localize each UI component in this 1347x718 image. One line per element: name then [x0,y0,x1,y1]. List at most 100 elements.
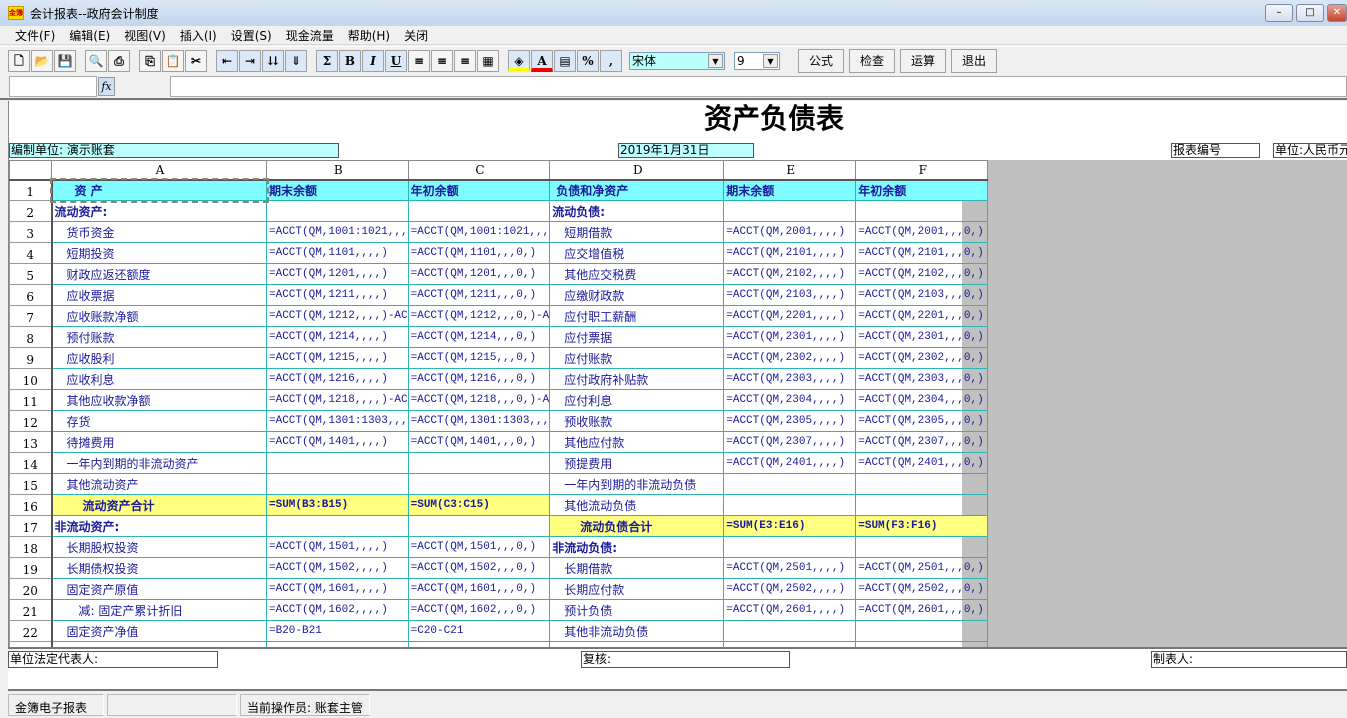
cell-C5[interactable]: =ACCT(QM,1201,,,0,) [407,263,551,285]
print-preview-icon[interactable]: 🔍 [85,49,107,72]
cell-C2[interactable] [407,200,551,222]
cell-D3[interactable]: 短期借款 [549,221,725,243]
cell-A19[interactable]: 长期债权投资 [51,557,267,579]
cell-C10[interactable]: =ACCT(QM,1216,,,0,) [407,368,551,390]
cell-A22[interactable]: 固定资产净值 [51,620,267,642]
cell-E14[interactable]: =ACCT(QM,2401,,,,) [723,452,857,474]
row-header[interactable]: 7 [9,305,53,327]
cell-F2[interactable] [855,200,989,222]
cell-D17[interactable]: 流动负债合计 [549,515,725,537]
excel-icon[interactable]: ▦ [477,49,499,72]
cell-A10[interactable]: 应收利息 [51,368,267,390]
cell-D21[interactable]: 预计负债 [549,599,725,621]
check-button[interactable]: 检查 [849,48,896,73]
row-header[interactable]: 20 [9,578,53,600]
cell-C7[interactable]: =ACCT(QM,1212,,,0,)-A [407,305,551,327]
row-header[interactable]: 8 [9,326,53,348]
cell-F14[interactable]: =ACCT(QM,2401,,,0,) [855,452,989,474]
unit-org-field[interactable]: 编制单位: 演示账套 [9,143,339,158]
cell-B20[interactable]: =ACCT(QM,1601,,,,) [266,578,409,600]
row-header[interactable]: 3 [9,221,53,243]
currency-field[interactable]: 单位:人民币元 [1273,143,1347,158]
date-field[interactable]: 2019年1月31日 [618,143,754,158]
formula-button[interactable]: 公式 [798,48,845,73]
cell-F21[interactable]: =ACCT(QM,2601,,,0,) [855,599,989,621]
cell-B12[interactable]: =ACCT(QM,1301:1303,,, [266,410,409,432]
underline-icon[interactable]: U [385,49,407,72]
cell-E11[interactable]: =ACCT(QM,2304,,,,) [723,389,857,411]
cell-B1[interactable]: 期末余额 [266,179,409,201]
cell[interactable] [51,641,267,647]
row-header[interactable]: 14 [9,452,53,474]
row-header[interactable]: 10 [9,368,53,390]
cell-B11[interactable]: =ACCT(QM,1218,,,,)-AC [266,389,409,411]
cell-C15[interactable] [407,473,551,495]
cell-E8[interactable]: =ACCT(QM,2301,,,,) [723,326,857,348]
cell-C4[interactable]: =ACCT(QM,1101,,,0,) [407,242,551,264]
cell-A6[interactable]: 应收票据 [51,284,267,306]
copy-icon[interactable]: ⎘ [139,49,161,72]
row-header[interactable]: 15 [9,473,53,495]
cell-C22[interactable]: =C20-C21 [407,620,551,642]
cell-C11[interactable]: =ACCT(QM,1218,,,0,)-A [407,389,551,411]
row-header[interactable]: 6 [9,284,53,306]
cell-F13[interactable]: =ACCT(QM,2307,,,0,) [855,431,989,453]
insert-col-icon[interactable]: ⇊ [262,49,284,72]
cell-F7[interactable]: =ACCT(QM,2201,,,0,) [855,305,989,327]
row-header[interactable]: 4 [9,242,53,264]
cell-A14[interactable]: 一年内到期的非流动资产 [51,452,267,474]
cell-D16[interactable]: 其他流动负债 [549,494,725,516]
cell-B15[interactable] [266,473,409,495]
font-color-icon[interactable]: A [531,49,553,72]
cell-D11[interactable]: 应付利息 [549,389,725,411]
fx-icon[interactable]: fx [98,77,115,96]
row-header[interactable]: 18 [9,536,53,558]
cell-B22[interactable]: =B20-B21 [266,620,409,642]
cell-E12[interactable]: =ACCT(QM,2305,,,,) [723,410,857,432]
cell-E5[interactable]: =ACCT(QM,2102,,,,) [723,263,857,285]
cell-C13[interactable]: =ACCT(QM,1401,,,0,) [407,431,551,453]
cell-E7[interactable]: =ACCT(QM,2201,,,,) [723,305,857,327]
cell-E13[interactable]: =ACCT(QM,2307,,,,) [723,431,857,453]
cell-D5[interactable]: 其他应交税费 [549,263,725,285]
row-header[interactable]: 19 [9,557,53,579]
cell-name-box[interactable] [9,76,97,97]
cell-A5[interactable]: 财政应返还额度 [51,263,267,285]
review-field[interactable]: 复核: [581,651,790,668]
cell-F6[interactable]: =ACCT(QM,2103,,,0,) [855,284,989,306]
delete-row-icon[interactable]: ⇥ [239,49,261,72]
cell-B9[interactable]: =ACCT(QM,1215,,,,) [266,347,409,369]
cell-E10[interactable]: =ACCT(QM,2303,,,,) [723,368,857,390]
close-button[interactable]: ✕ [1327,4,1347,22]
cell-A16[interactable]: 流动资产合计 [51,494,267,516]
column-header-C[interactable]: C [407,160,551,181]
cell-B7[interactable]: =ACCT(QM,1212,,,,)-AC [266,305,409,327]
cell[interactable] [855,641,989,647]
cell-B13[interactable]: =ACCT(QM,1401,,,,) [266,431,409,453]
exit-button[interactable]: 退出 [951,48,998,73]
cell[interactable] [266,641,409,647]
row-header[interactable]: 16 [9,494,53,516]
calculate-button[interactable]: 运算 [900,48,947,73]
cell-B10[interactable]: =ACCT(QM,1216,,,,) [266,368,409,390]
cell-A21[interactable]: 减: 固定产累计折旧 [51,599,267,621]
column-header-B[interactable]: B [266,160,409,181]
cell-A18[interactable]: 长期股权投资 [51,536,267,558]
row-header[interactable]: 13 [9,431,53,453]
cell-C17[interactable] [407,515,551,537]
cell-A8[interactable]: 预付账款 [51,326,267,348]
cell-D4[interactable]: 应交增值税 [549,242,725,264]
cell-D8[interactable]: 应付票据 [549,326,725,348]
menu-item-4[interactable]: 设置(S) [230,28,272,43]
cell-B16[interactable]: =SUM(B3:B15) [266,494,409,516]
cell-C3[interactable]: =ACCT(QM,1001:1021,,, [407,221,551,243]
cell-B21[interactable]: =ACCT(QM,1602,,,,) [266,599,409,621]
cell-E9[interactable]: =ACCT(QM,2302,,,,) [723,347,857,369]
italic-icon[interactable]: I [362,49,384,72]
cell-B14[interactable] [266,452,409,474]
menu-item-2[interactable]: 视图(V) [124,28,166,43]
cell-C18[interactable]: =ACCT(QM,1501,,,0,) [407,536,551,558]
column-header-D[interactable]: D [549,160,725,181]
menu-item-1[interactable]: 编辑(E) [69,28,111,43]
cell-F22[interactable] [855,620,989,642]
